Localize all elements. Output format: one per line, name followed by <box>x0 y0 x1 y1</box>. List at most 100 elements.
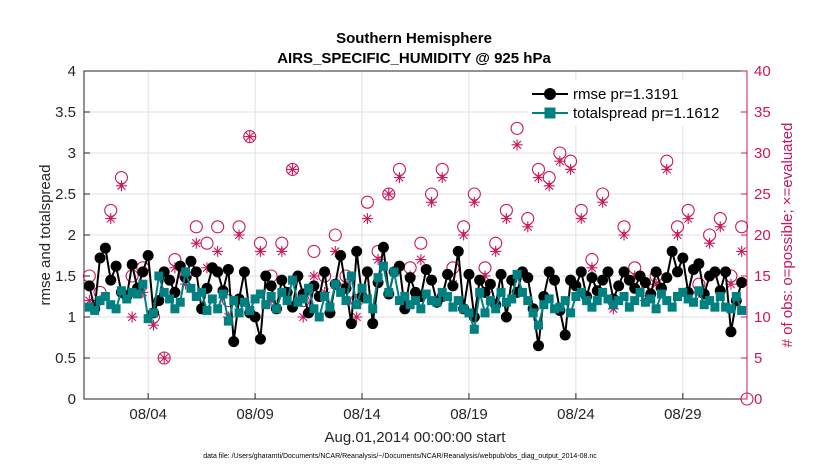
totalspread-point <box>507 294 517 304</box>
totalspread-point <box>560 296 570 306</box>
rmse-point <box>725 326 737 338</box>
totalspread-point <box>400 292 410 301</box>
rmse-point <box>442 268 454 280</box>
totalspread-point <box>245 305 255 315</box>
totalspread-point <box>223 316 233 326</box>
rmse-point <box>532 340 544 352</box>
rmse-point <box>452 245 464 257</box>
totalspread-point <box>218 289 228 299</box>
rmse-point <box>650 266 662 278</box>
obs-evaluated-point <box>105 213 117 225</box>
rmse-point <box>265 280 277 292</box>
rmse-point <box>586 272 598 284</box>
x-tick-label: 08/29 <box>664 406 702 423</box>
totalspread-point <box>475 287 485 297</box>
totalspread-point <box>394 296 404 306</box>
obs-evaluated-point <box>468 196 480 208</box>
totalspread-point <box>389 267 399 277</box>
totalspread-point <box>304 283 314 293</box>
totalspread-point <box>512 269 522 279</box>
obs-possible-point <box>735 220 749 234</box>
rmse-point <box>94 252 106 264</box>
rmse-point <box>260 270 272 282</box>
obs-evaluated-point <box>361 213 373 225</box>
obs-evaluated-point <box>126 311 138 323</box>
obs-evaluated-point <box>415 254 427 266</box>
y-axis-label-right: # of obs: o=possible; ×=evaluated <box>779 123 796 348</box>
totalspread-point <box>325 302 335 312</box>
totalspread-point <box>635 287 645 297</box>
totalspread-point <box>459 304 469 314</box>
obs-possible-point <box>328 228 342 242</box>
obs-possible-point <box>189 220 203 234</box>
y-tick-label: 3.5 <box>55 104 76 121</box>
obs-evaluated-point <box>522 221 534 233</box>
totalspread-point <box>630 296 640 306</box>
totalspread-point <box>411 296 420 306</box>
obs-evaluated-point <box>532 172 544 184</box>
obs-evaluated-point <box>661 163 673 175</box>
totalspread-point <box>598 287 608 297</box>
totalspread-point <box>170 304 180 314</box>
obs-evaluated-point <box>190 237 202 249</box>
totalspread-point <box>250 294 260 304</box>
totalspread-point <box>207 294 217 304</box>
totalspread-point <box>159 287 169 297</box>
totalspread-point <box>378 261 388 271</box>
obs-evaluated-point <box>736 245 748 257</box>
totalspread-point <box>737 305 747 315</box>
totalspread-point <box>132 289 142 299</box>
totalspread-point <box>154 271 164 281</box>
rmse-point <box>623 274 635 286</box>
rmse-point <box>602 266 614 278</box>
rmse-point <box>597 274 609 286</box>
series-layer <box>82 121 754 406</box>
obs-evaluated-point <box>287 163 299 175</box>
rmse-point <box>543 266 555 278</box>
totalspread-point <box>362 294 372 304</box>
y-right-tick-label: 0 <box>754 391 762 408</box>
y-tick-label: 1 <box>68 309 76 326</box>
totalspread-point <box>715 292 725 301</box>
totalspread-point <box>496 287 506 297</box>
totalspread-point <box>517 287 527 297</box>
totalspread-point <box>405 300 415 310</box>
totalspread-point <box>571 292 581 301</box>
x-axis-label: Aug.01,2014 00:00:00 start <box>325 429 507 446</box>
obs-evaluated-point <box>244 131 256 143</box>
totalspread-point <box>106 300 116 310</box>
y-right-tick-label: 35 <box>754 104 771 121</box>
y-right-tick-label: 20 <box>754 227 771 244</box>
obs-evaluated-point <box>543 180 555 192</box>
totalspread-point <box>127 287 137 297</box>
obs-evaluated-point <box>254 245 266 257</box>
legend-label-totalspread: totalspread pr=1.1612 <box>573 105 719 122</box>
totalspread-point <box>191 292 201 301</box>
footnote-data-file: data file: /Users/gharamti/Documents/NCA… <box>203 453 597 460</box>
obs-evaluated-point <box>458 229 470 241</box>
totalspread-point <box>298 294 308 304</box>
totalspread-point <box>528 308 538 318</box>
y-axis-label: rmse and totalspread <box>37 165 54 306</box>
totalspread-point <box>662 296 672 306</box>
totalspread-point <box>122 294 132 304</box>
rmse-point <box>105 274 117 286</box>
rmse-point <box>709 266 721 278</box>
obs-evaluated-point <box>383 188 395 200</box>
rmse-point <box>351 245 363 257</box>
rmse-point <box>164 274 176 286</box>
rmse-point <box>500 311 512 323</box>
obs-evaluated-point <box>682 213 694 225</box>
obs-possible-point <box>360 195 374 209</box>
totalspread-point <box>555 302 565 312</box>
totalspread-point <box>523 296 533 306</box>
totalspread-point <box>149 308 159 318</box>
obs-evaluated-point <box>308 270 320 282</box>
obs-possible-point <box>382 187 396 201</box>
totalspread-point <box>656 289 666 299</box>
totalspread-point <box>544 294 554 304</box>
obs-evaluated-point <box>575 213 587 225</box>
obs-evaluated-point <box>115 180 127 192</box>
